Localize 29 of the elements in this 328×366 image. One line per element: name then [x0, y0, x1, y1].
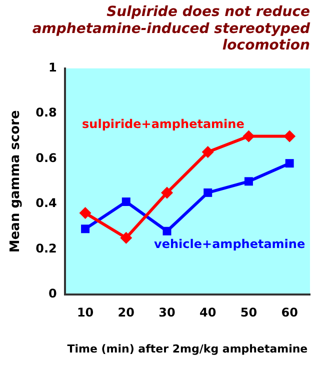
point — [120, 232, 132, 244]
point — [204, 188, 212, 197]
series-label: vehicle+amphetamine — [154, 236, 306, 251]
y-tick-label: 0.4 — [36, 196, 57, 210]
point — [122, 198, 130, 206]
point — [284, 130, 296, 142]
chart-title: Sulpiride does not reduce amphetamine-induced stereotyped locomotion — [32, 4, 311, 54]
point — [202, 146, 214, 158]
y-tick-label: 0.6 — [36, 150, 57, 165]
series-label: sulpiride+amphetamine — [82, 117, 244, 132]
x-tick-label: 20 — [118, 306, 134, 320]
x-tick-label: 50 — [240, 306, 258, 320]
point — [244, 177, 253, 186]
point — [242, 130, 255, 142]
y-axis-title: Mean gamma score — [8, 110, 24, 253]
y-tick-label: 1 — [48, 60, 57, 75]
point — [285, 159, 294, 168]
x-tick-label: 10 — [76, 306, 94, 320]
x-tick-label: 30 — [158, 306, 176, 320]
x-tick-label: 40 — [200, 306, 216, 320]
y-tick-label: 0 — [48, 286, 57, 301]
point — [162, 226, 172, 236]
y-tick-label: 0.8 — [36, 106, 57, 120]
point — [81, 224, 90, 234]
y-tick-label: 0.2 — [36, 241, 57, 256]
point — [79, 207, 92, 220]
x-tick-label: 60 — [281, 306, 298, 320]
x-axis-title: Time (min) after 2mg/kg amphetamine — [67, 342, 308, 356]
point — [161, 186, 173, 199]
